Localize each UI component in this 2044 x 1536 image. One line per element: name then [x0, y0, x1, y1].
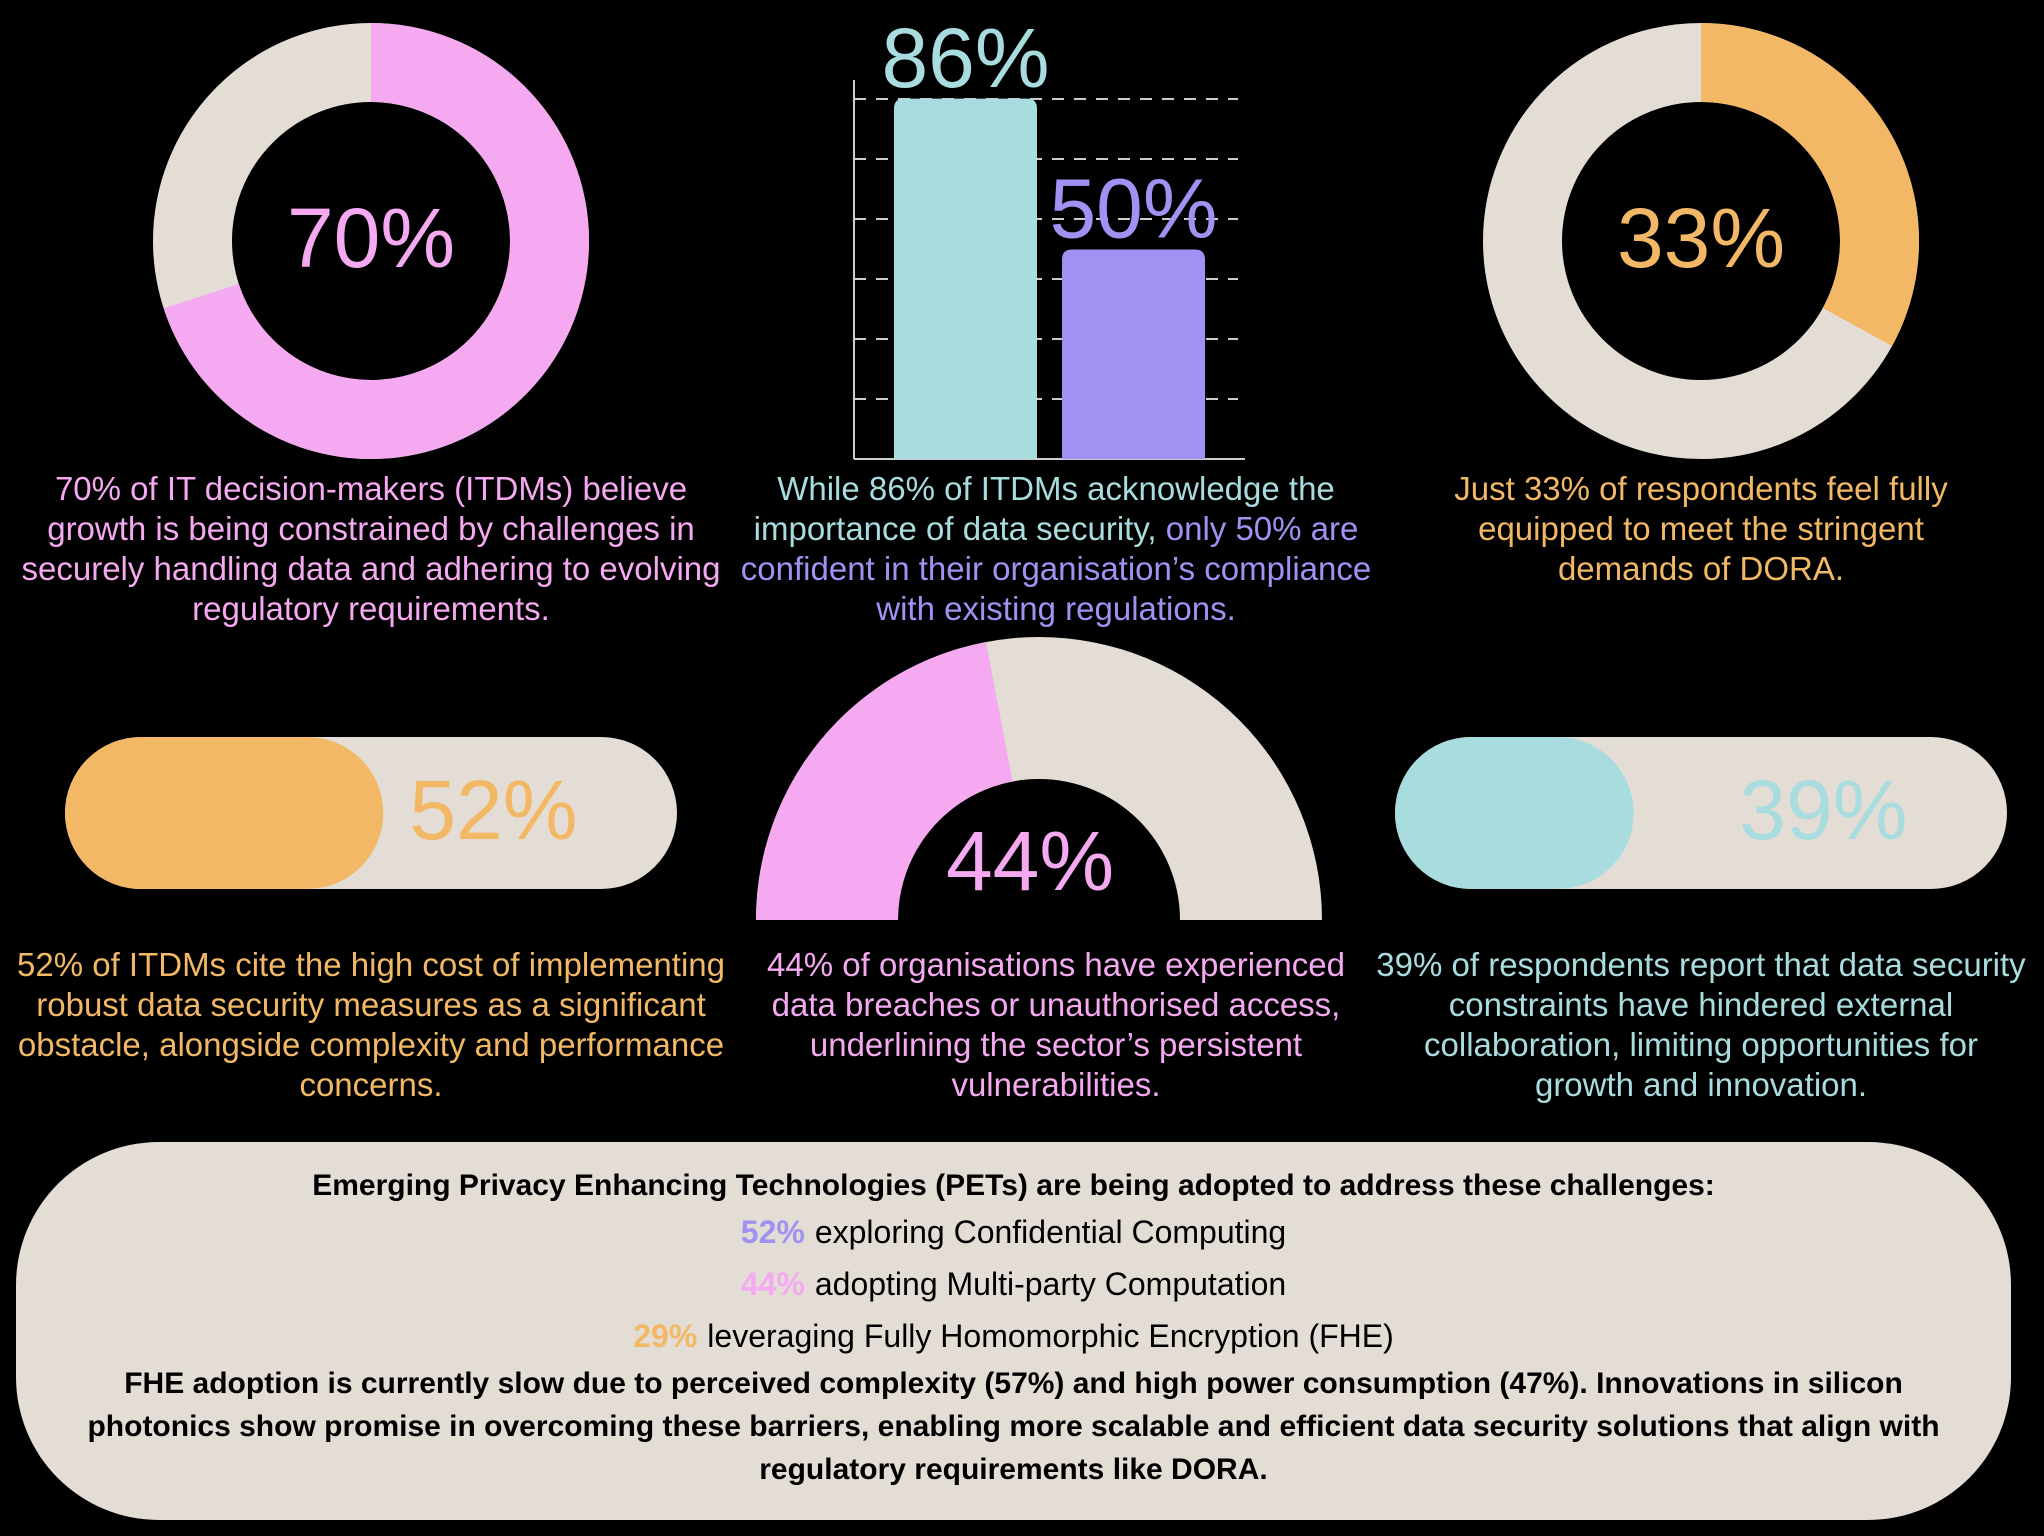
pet-text: leveraging Fully Homomorphic Encryption …: [707, 1318, 1394, 1354]
bar-value-label: 50%: [1049, 162, 1217, 256]
progress-fill: [1395, 737, 1634, 889]
caption-part: only 50% are confident in their organisa…: [740, 510, 1372, 627]
caption: 52% of ITDMs cite the high cost of imple…: [17, 946, 725, 1103]
pet-percent: 29%: [633, 1318, 698, 1354]
pet-percent: 52%: [740, 1214, 805, 1250]
donut-arc: [1701, 23, 1919, 347]
gauge-arc: [756, 642, 1013, 920]
donut-label: 70%: [287, 191, 455, 285]
pet-item: 52% exploring Confidential Computing: [16, 1206, 2011, 1258]
bar-value-label: 86%: [881, 11, 1049, 105]
pet-text: adopting Multi-party Computation: [814, 1266, 1287, 1302]
caption: Just 33% of respondents feel fully equip…: [1454, 470, 1948, 587]
panel-items: 52% exploring Confidential Computing 44% ad…: [16, 1206, 2011, 1362]
pet-item: 44% adopting Multi-party Computation: [16, 1258, 2011, 1310]
donut-label: 33%: [1617, 191, 1785, 285]
progress-label: 52%: [409, 763, 577, 857]
panel-footer: FHE adoption is currently slow due to pe…: [87, 1367, 1940, 1486]
bar: [1062, 249, 1205, 459]
gauge-label: 44%: [946, 814, 1114, 908]
pet-item: 29% leveraging Fully Homomorphic Encrypti…: [16, 1310, 2011, 1362]
caption-part: While 86% of ITDMs acknowledge the impor…: [753, 470, 1335, 547]
caption: 44% of organisations have experienced da…: [767, 946, 1345, 1103]
pets-panel: Emerging Privacy Enhancing Technologies …: [16, 1142, 2011, 1520]
progress-label: 39%: [1739, 763, 1907, 857]
donut-arc: [163, 23, 589, 459]
pet-text: exploring Confidential Computing: [814, 1214, 1287, 1250]
caption: While 86% of ITDMs acknowledge the impor…: [736, 469, 1376, 629]
caption: 39% of respondents report that data secu…: [1376, 946, 2026, 1103]
progress-fill: [65, 737, 384, 889]
bar: [894, 98, 1037, 459]
panel-heading: Emerging Privacy Enhancing Technologies …: [312, 1169, 1715, 1202]
pet-percent: 44%: [740, 1266, 805, 1302]
caption: 70% of IT decision-makers (ITDMs) believ…: [21, 470, 721, 627]
